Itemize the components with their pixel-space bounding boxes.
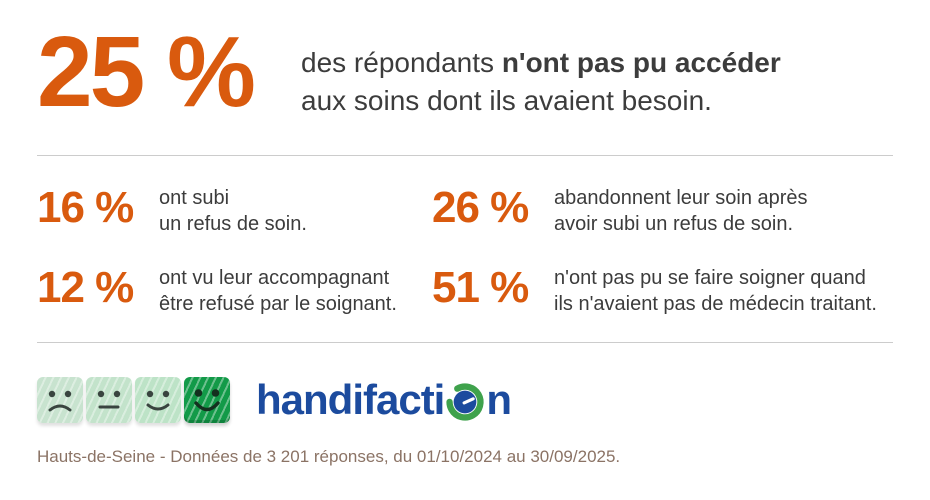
stat-line: ont subi (159, 187, 230, 209)
stat-line: un refus de soin. (159, 213, 307, 235)
stat-line: n'ont pas pu se faire soigner quand (554, 267, 866, 289)
hero-section: 25 % des répondants n'ont pas pu accéder… (37, 0, 893, 155)
brand-row: handifacti n (37, 371, 893, 429)
stat-percentage: 51 % (432, 263, 529, 312)
handifaction-logo: handifacti n (256, 376, 512, 423)
smile-face-icon (135, 377, 181, 423)
hero-line1-normal: des répondants (301, 47, 502, 78)
stat-description: ont subi un refus de soin. (159, 184, 307, 237)
logo-text-left: handifacti (256, 376, 445, 423)
stat-percentage: 26 % (432, 183, 529, 232)
logo-text-right: n (486, 376, 512, 423)
mood-squares (37, 377, 230, 423)
stat-line: ont vu leur accompagnant (159, 267, 390, 289)
stat-refus-de-soin: 16 % ont subi un refus de soin. (37, 184, 432, 236)
stat-line: ils n'avaient pas de médecin traitant. (554, 293, 877, 315)
hero-line-1: des répondants n'ont pas pu accéder (301, 44, 781, 82)
stat-accompagnant-refuse: 12 % ont vu leur accompagnant être refus… (37, 264, 432, 316)
happy-face-icon (184, 377, 230, 423)
stat-description: ont vu leur accompagnant être refusé par… (159, 264, 397, 317)
sad-face-icon (37, 377, 83, 423)
divider-top (37, 155, 893, 156)
hero-line-2: aux soins dont ils avaient besoin. (301, 85, 712, 116)
divider-bottom (37, 342, 893, 343)
hero-percentage: 25 % (37, 16, 256, 128)
stats-grid: 16 % ont subi un refus de soin. 26 % aba… (37, 156, 893, 342)
hero-description: des répondants n'ont pas pu accéder aux … (301, 44, 781, 120)
stat-percentage: 16 % (37, 183, 134, 232)
stat-sans-medecin-traitant: 51 % n'ont pas pu se faire soigner quand… (432, 264, 893, 316)
hero-line1-bold: n'ont pas pu accéder (501, 47, 781, 78)
gauge-icon (446, 383, 484, 421)
stat-description: n'ont pas pu se faire soigner quand ils … (554, 264, 877, 317)
stat-line: abandonnent leur soin après (554, 187, 808, 209)
stat-line: avoir subi un refus de soin. (554, 213, 794, 235)
neutral-face-icon (86, 377, 132, 423)
footer-caption: Hauts-de-Seine - Données de 3 201 répons… (37, 447, 621, 466)
stat-line: être refusé par le soignant. (159, 293, 397, 315)
stat-description: abandonnent leur soin après avoir subi u… (554, 184, 808, 237)
stat-percentage: 12 % (37, 263, 134, 312)
stat-abandon-soin: 26 % abandonnent leur soin après avoir s… (432, 184, 893, 236)
